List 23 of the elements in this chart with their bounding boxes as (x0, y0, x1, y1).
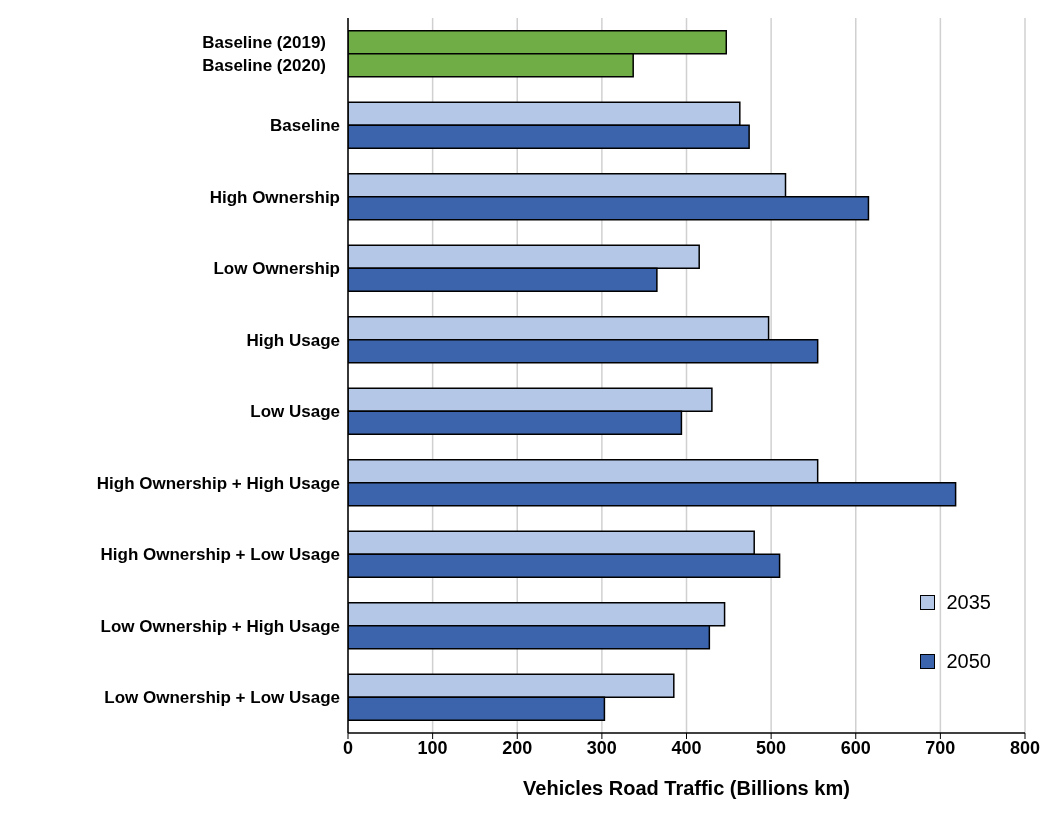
legend-label: 2035 (946, 591, 991, 614)
x-tick-label: 300 (586, 737, 617, 758)
x-tick-label: 500 (756, 737, 787, 758)
x-tick-label: 800 (1009, 737, 1041, 758)
x-tick-label: 200 (502, 737, 533, 758)
x-tick-label: 600 (840, 737, 871, 758)
series-label: Baseline (2020) (202, 56, 326, 76)
y-tick-label: High Ownership (209, 187, 340, 207)
x-tick-label: 400 (671, 737, 702, 758)
y-tick-label: Baseline (270, 116, 340, 136)
series-label: Baseline (2019) (202, 33, 326, 53)
x-tick-label: 0 (342, 737, 354, 758)
y-tick-label: Low Ownership + Low Usage (104, 688, 340, 708)
x-tick-label: 100 (417, 737, 448, 758)
y-tick-label: High Ownership + High Usage (96, 473, 340, 493)
x-axis-title: Vehicles Road Traffic (Billions km) (523, 777, 850, 799)
y-tick-label: Low Usage (250, 402, 340, 422)
y-tick-label: Low Ownership (213, 259, 340, 279)
y-tick-label: High Usage (246, 330, 340, 350)
y-tick-label: High Ownership + Low Usage (100, 545, 340, 565)
y-tick-label: Low Ownership + High Usage (100, 616, 340, 636)
legend-label: 2050 (946, 650, 991, 673)
x-tick-label: 700 (925, 737, 956, 758)
